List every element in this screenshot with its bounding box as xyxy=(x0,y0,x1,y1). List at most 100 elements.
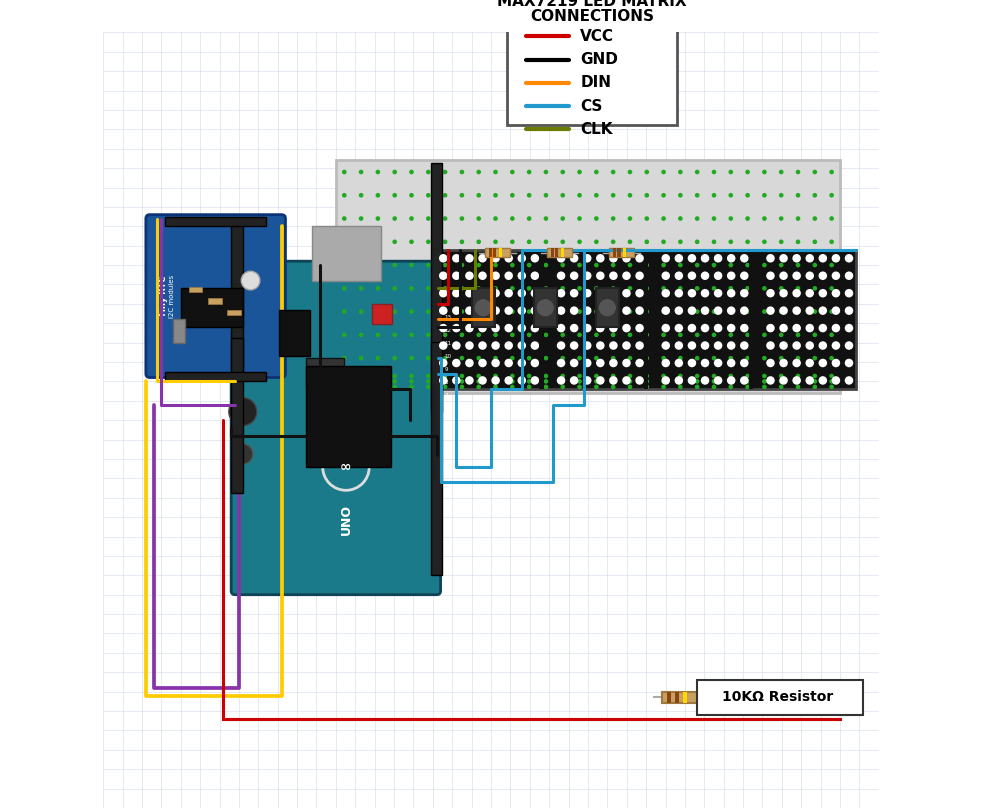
Circle shape xyxy=(594,193,599,198)
Circle shape xyxy=(409,193,413,198)
Circle shape xyxy=(695,170,699,175)
Circle shape xyxy=(729,373,734,378)
Circle shape xyxy=(662,289,670,297)
Circle shape xyxy=(701,359,709,368)
Circle shape xyxy=(780,289,788,297)
Circle shape xyxy=(762,263,767,267)
Bar xyxy=(667,692,671,703)
Circle shape xyxy=(819,254,827,263)
Circle shape xyxy=(695,263,699,267)
Circle shape xyxy=(426,373,431,378)
Circle shape xyxy=(819,359,827,368)
Circle shape xyxy=(358,356,363,360)
Circle shape xyxy=(577,170,582,175)
Circle shape xyxy=(460,217,464,221)
Circle shape xyxy=(493,193,498,198)
Circle shape xyxy=(375,333,380,337)
Text: ∞: ∞ xyxy=(340,460,352,474)
Circle shape xyxy=(678,356,682,360)
Circle shape xyxy=(712,373,716,378)
Circle shape xyxy=(845,324,853,332)
Circle shape xyxy=(627,286,632,291)
Text: CONNECTIONS: CONNECTIONS xyxy=(530,10,654,24)
Circle shape xyxy=(819,377,827,385)
Circle shape xyxy=(557,254,566,263)
Circle shape xyxy=(609,271,618,280)
Circle shape xyxy=(623,254,630,263)
Circle shape xyxy=(762,333,767,337)
Circle shape xyxy=(729,309,734,314)
Bar xyxy=(165,217,266,226)
Circle shape xyxy=(780,359,788,368)
Circle shape xyxy=(687,377,696,385)
Circle shape xyxy=(594,309,599,314)
Circle shape xyxy=(819,341,827,350)
Circle shape xyxy=(661,385,666,389)
Circle shape xyxy=(375,263,380,267)
Circle shape xyxy=(460,263,464,267)
Bar xyxy=(430,163,442,411)
Bar xyxy=(675,692,679,703)
Circle shape xyxy=(780,254,788,263)
Circle shape xyxy=(510,193,515,198)
Circle shape xyxy=(465,377,473,385)
Circle shape xyxy=(779,309,784,314)
Circle shape xyxy=(439,289,448,297)
Circle shape xyxy=(609,377,618,385)
Circle shape xyxy=(675,254,683,263)
Circle shape xyxy=(460,333,464,337)
Circle shape xyxy=(766,377,775,385)
Circle shape xyxy=(745,356,750,360)
Circle shape xyxy=(795,379,800,384)
Circle shape xyxy=(661,373,666,378)
Circle shape xyxy=(795,333,800,337)
Circle shape xyxy=(465,324,473,332)
Circle shape xyxy=(687,289,696,297)
Circle shape xyxy=(678,263,682,267)
Circle shape xyxy=(819,306,827,315)
Circle shape xyxy=(714,306,723,315)
Circle shape xyxy=(358,239,363,244)
Circle shape xyxy=(577,356,582,360)
Circle shape xyxy=(661,263,666,267)
Circle shape xyxy=(557,271,566,280)
Bar xyxy=(561,248,564,257)
Circle shape xyxy=(662,377,670,385)
Circle shape xyxy=(439,254,448,263)
Circle shape xyxy=(712,263,716,267)
Circle shape xyxy=(762,373,767,378)
Circle shape xyxy=(661,356,666,360)
Circle shape xyxy=(762,309,767,314)
Circle shape xyxy=(832,359,841,368)
Bar xyxy=(551,248,554,257)
Circle shape xyxy=(561,373,565,378)
Circle shape xyxy=(644,309,649,314)
Circle shape xyxy=(460,379,464,384)
Circle shape xyxy=(465,289,473,297)
Bar xyxy=(189,287,202,292)
Circle shape xyxy=(712,333,716,337)
Circle shape xyxy=(526,356,531,360)
Circle shape xyxy=(792,271,801,280)
Circle shape xyxy=(766,341,775,350)
Circle shape xyxy=(812,373,817,378)
Circle shape xyxy=(409,356,413,360)
Text: GND: GND xyxy=(580,52,618,67)
Circle shape xyxy=(596,271,605,280)
Circle shape xyxy=(729,333,734,337)
Circle shape xyxy=(675,289,683,297)
Circle shape xyxy=(678,333,682,337)
Circle shape xyxy=(766,324,775,332)
Bar xyxy=(662,692,700,703)
Circle shape xyxy=(740,306,748,315)
Circle shape xyxy=(358,309,363,314)
Circle shape xyxy=(609,324,618,332)
Circle shape xyxy=(577,239,582,244)
Circle shape xyxy=(740,271,748,280)
Circle shape xyxy=(832,271,841,280)
Circle shape xyxy=(829,385,834,389)
Circle shape xyxy=(452,306,461,315)
Circle shape xyxy=(443,263,448,267)
Circle shape xyxy=(426,263,431,267)
Circle shape xyxy=(544,373,548,378)
